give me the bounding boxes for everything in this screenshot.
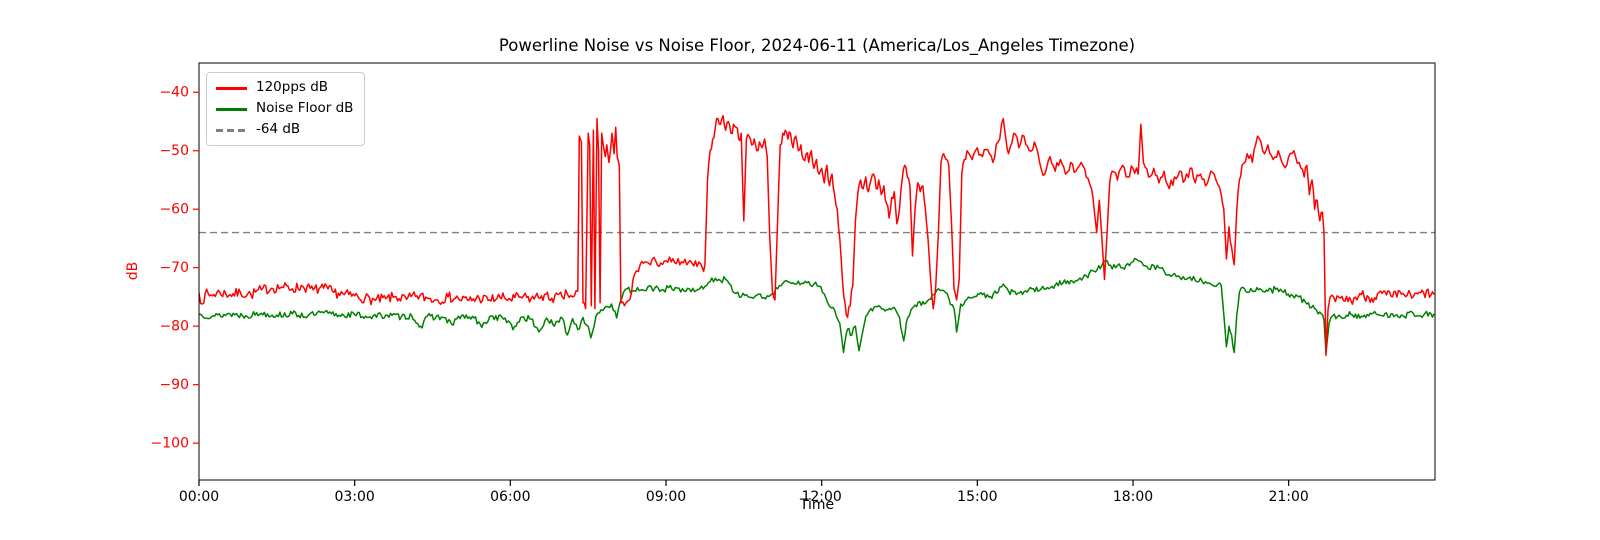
legend-swatch-green-line-icon [216, 107, 247, 111]
x-axis-label: Time [799, 497, 835, 513]
legend-item-120pps: 120pps dB [216, 80, 353, 96]
chart-title: Powerline Noise vs Noise Floor, 2024-06-… [498, 36, 1136, 55]
y-tick-label: −40 [159, 85, 189, 101]
legend-label-threshold: -64 dB [256, 121, 301, 138]
y-tick-label: −100 [151, 436, 189, 452]
legend: 120pps dB Noise Floor dB -64 dB [206, 72, 366, 146]
x-tick-label: 09:00 [646, 489, 686, 505]
y-tick-label: −60 [159, 202, 189, 218]
legend-label-120pps: 120pps dB [256, 79, 329, 96]
y-tick-label: −90 [159, 377, 189, 393]
legend-swatch-dashed-line-icon [216, 128, 247, 132]
x-tick-label: 18:00 [1113, 489, 1153, 505]
x-tick-label: 12:00 [801, 489, 841, 505]
x-tick-label: 00:00 [179, 489, 219, 505]
y-tick-label: −50 [159, 143, 189, 159]
x-tick-label: 21:00 [1268, 489, 1308, 505]
y-axis-label: dB [125, 261, 141, 281]
legend-item-noise-floor: Noise Floor dB [216, 101, 353, 117]
x-tick-label: 15:00 [957, 489, 997, 505]
legend-label-noise-floor: Noise Floor dB [256, 100, 354, 117]
x-tick-label: 03:00 [334, 489, 374, 505]
y-tick-label: −70 [159, 260, 189, 276]
y-tick-label: −80 [159, 319, 189, 335]
legend-item-threshold: -64 dB [216, 122, 353, 138]
x-tick-label: 06:00 [490, 489, 530, 505]
legend-swatch-red-line-icon [216, 86, 247, 90]
